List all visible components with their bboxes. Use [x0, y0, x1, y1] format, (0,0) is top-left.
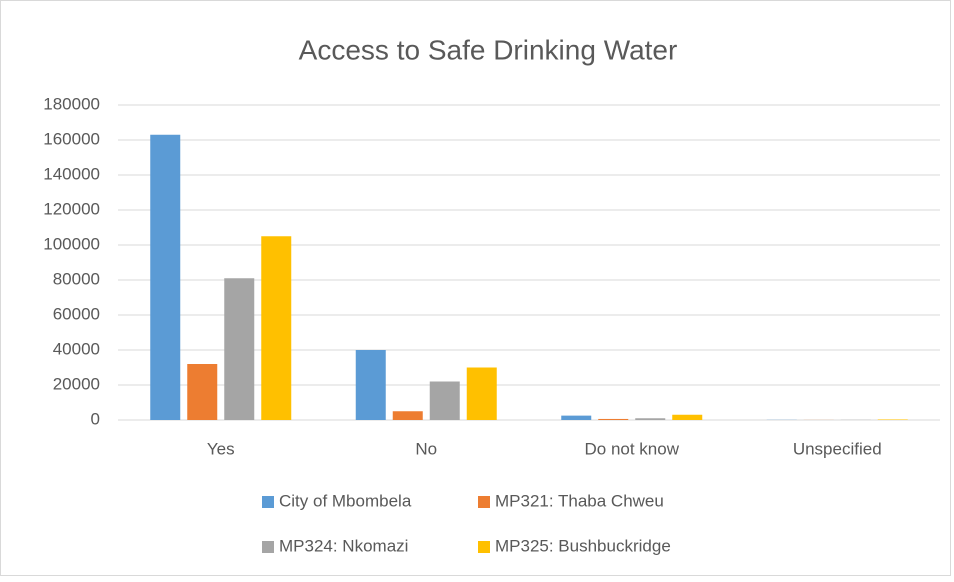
legend-swatch — [262, 496, 274, 508]
bar — [187, 364, 217, 420]
legend-label: City of Mbombela — [279, 491, 412, 510]
legend-label: MP325: Bushbuckridge — [495, 536, 671, 555]
chart-title: Access to Safe Drinking Water — [299, 34, 678, 65]
bar — [635, 418, 665, 420]
bar — [150, 135, 180, 420]
legend-label: MP324: Nkomazi — [279, 536, 408, 555]
y-tick-label: 60000 — [53, 304, 100, 323]
bar — [467, 368, 497, 421]
y-tick-label: 180000 — [43, 94, 100, 113]
y-tick-label: 140000 — [43, 164, 100, 183]
bar — [356, 350, 386, 420]
y-tick-label: 80000 — [53, 269, 100, 288]
bar — [598, 419, 628, 420]
legend-label: MP321: Thaba Chweu — [495, 491, 664, 510]
x-tick-label: Yes — [207, 439, 235, 458]
bar — [393, 411, 423, 420]
bar — [224, 278, 254, 420]
bar — [261, 236, 291, 420]
legend-swatch — [478, 496, 490, 508]
y-tick-label: 160000 — [43, 129, 100, 148]
bar — [672, 415, 702, 420]
y-tick-label: 0 — [91, 409, 100, 428]
x-tick-label: Do not know — [585, 439, 680, 458]
y-tick-label: 20000 — [53, 374, 100, 393]
legend-swatch — [262, 541, 274, 553]
y-tick-label: 40000 — [53, 339, 100, 358]
x-tick-label: No — [415, 439, 437, 458]
y-tick-label: 100000 — [43, 234, 100, 253]
bar — [878, 419, 908, 420]
legend-swatch — [478, 541, 490, 553]
x-tick-label: Unspecified — [793, 439, 882, 458]
bar — [561, 416, 591, 420]
bar — [430, 382, 460, 421]
y-tick-label: 120000 — [43, 199, 100, 218]
